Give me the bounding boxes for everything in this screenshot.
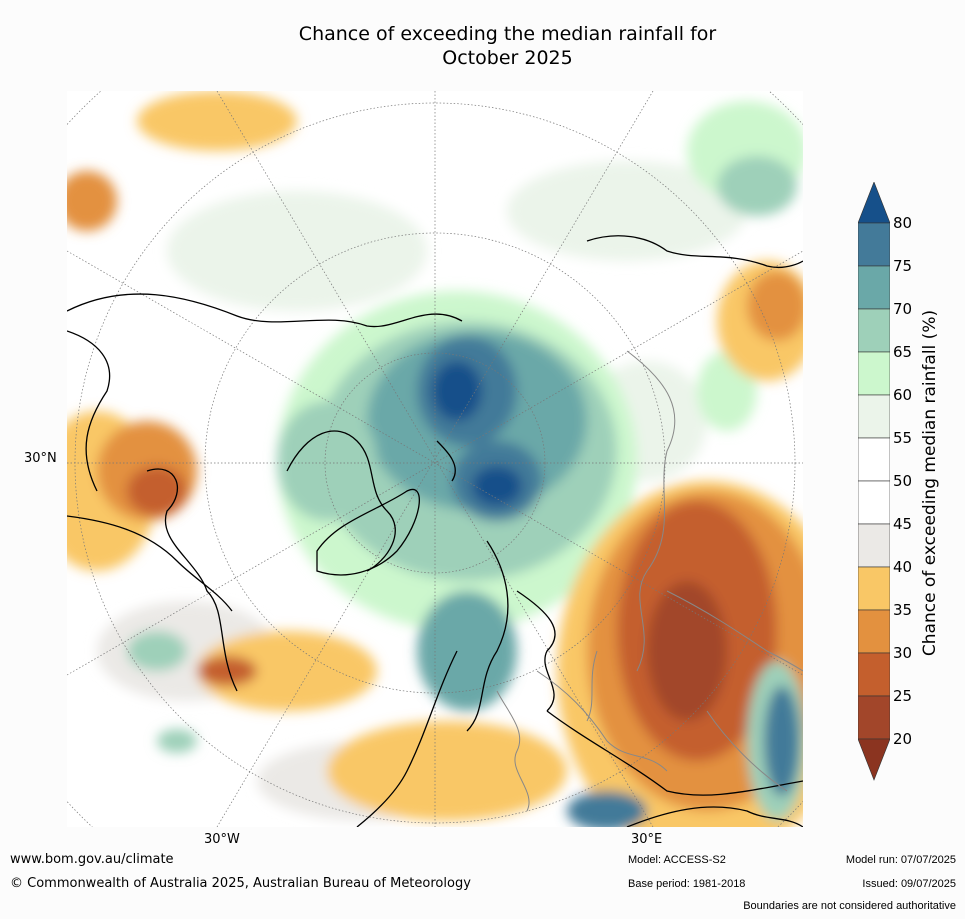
map-title: Chance of exceeding the median rainfall … <box>150 22 865 70</box>
colorbar-band-55-60 <box>857 394 891 439</box>
colorbar-band-70-75 <box>857 265 891 310</box>
colorbar-band-25-30 <box>857 652 891 697</box>
country-borders <box>496 350 803 812</box>
map-canvas <box>67 91 803 827</box>
probability-field <box>67 91 803 827</box>
colorbar-band-75-80 <box>857 222 891 267</box>
footer-url[interactable]: www.bom.gov.au/climate <box>10 852 174 867</box>
colorbar-band-35-40 <box>857 566 891 611</box>
colorbar-tick-35: 35 <box>893 601 913 619</box>
colorbar-tick-30: 30 <box>893 644 913 662</box>
lon-label-30w: 30°W <box>204 832 240 847</box>
title-line-2: October 2025 <box>442 47 573 69</box>
colorbar-tick-50: 50 <box>893 472 913 490</box>
colorbar-band-20-25 <box>857 695 891 740</box>
colorbar-tick-65: 65 <box>893 343 913 361</box>
colorbar-title: Chance of exceeding median rainfall (%) <box>920 309 940 657</box>
colorbar-tick-55: 55 <box>893 429 913 447</box>
colorbar <box>857 181 891 782</box>
rainfall-map <box>67 91 803 827</box>
colorbar-arrow-bottom <box>857 738 891 781</box>
colorbar-band-40-45 <box>857 523 891 568</box>
model-run-date: Model run: 07/07/2025 <box>845 854 956 866</box>
colorbar-tick-70: 70 <box>893 300 913 318</box>
colorbar-band-45-50 <box>857 480 891 525</box>
coastlines <box>67 235 803 827</box>
colorbar-band-30-35 <box>857 609 891 654</box>
colorbar-band-60-65 <box>857 351 891 396</box>
lon-label-30e: 30°E <box>631 832 663 847</box>
colorbar-tick-25: 25 <box>893 687 913 705</box>
lat-label-30n: 30°N <box>24 451 57 466</box>
colorbar-tick-45: 45 <box>893 515 913 533</box>
footer-copyright: © Commonwealth of Australia 2025, Austra… <box>10 876 471 891</box>
colorbar-band-65-70 <box>857 308 891 353</box>
colorbar-tick-80: 80 <box>893 214 913 232</box>
model-name: Model: ACCESS-S2 <box>628 854 726 866</box>
colorbar-tick-20: 20 <box>893 730 913 748</box>
colorbar-arrow-top <box>857 181 891 224</box>
colorbar-tick-40: 40 <box>893 558 913 576</box>
title-line-1: Chance of exceeding the median rainfall … <box>298 23 717 45</box>
base-period: Base period: 1981-2018 <box>628 878 746 890</box>
colorbar-tick-75: 75 <box>893 257 913 275</box>
colorbar-tick-60: 60 <box>893 386 913 404</box>
issued-date: Issued: 09/07/2025 <box>862 878 956 890</box>
boundaries-disclaimer: Boundaries are not considered authoritat… <box>743 900 956 912</box>
colorbar-band-50-55 <box>857 437 891 482</box>
